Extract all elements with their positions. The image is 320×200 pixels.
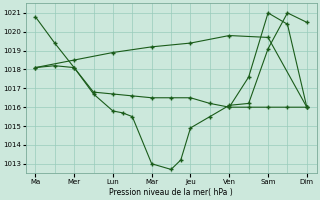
X-axis label: Pression niveau de la mer( hPa ): Pression niveau de la mer( hPa ): [109, 188, 233, 197]
